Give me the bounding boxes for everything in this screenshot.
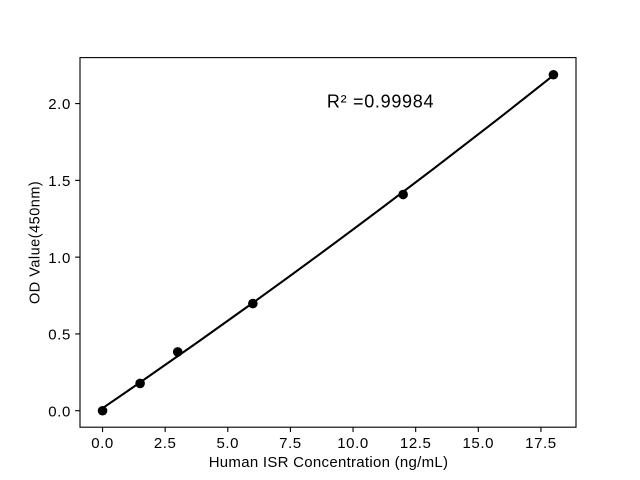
svg-text:0.5: 0.5 bbox=[48, 327, 71, 344]
svg-text:15.0: 15.0 bbox=[462, 435, 494, 452]
svg-text:0.0: 0.0 bbox=[48, 403, 71, 420]
svg-text:5.0: 5.0 bbox=[216, 435, 239, 452]
svg-text:R² =0.99984: R² =0.99984 bbox=[327, 92, 434, 112]
svg-text:2.5: 2.5 bbox=[154, 435, 177, 452]
svg-text:1.5: 1.5 bbox=[48, 173, 71, 190]
svg-text:7.5: 7.5 bbox=[279, 435, 302, 452]
svg-text:1.0: 1.0 bbox=[48, 250, 71, 267]
svg-text:Human ISR Concentration (ng/mL: Human ISR Concentration (ng/mL) bbox=[209, 454, 449, 471]
svg-text:0.0: 0.0 bbox=[91, 435, 114, 452]
svg-text:12.5: 12.5 bbox=[400, 435, 432, 452]
svg-text:OD Value(450nm): OD Value(450nm) bbox=[28, 181, 44, 304]
svg-text:10.0: 10.0 bbox=[337, 435, 369, 452]
svg-text:2.0: 2.0 bbox=[48, 96, 71, 113]
svg-text:17.5: 17.5 bbox=[525, 435, 557, 452]
